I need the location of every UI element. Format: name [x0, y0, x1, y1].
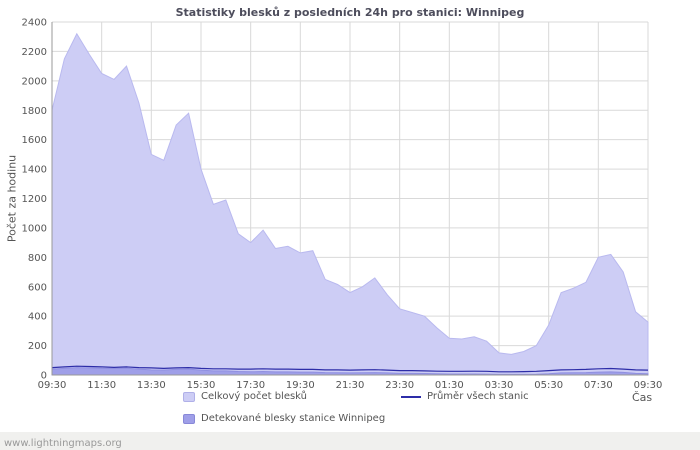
x-tick-label: 19:30 — [286, 380, 315, 391]
x-tick-label: 11:30 — [87, 380, 116, 391]
legend-label: Průměr všech stanic — [427, 391, 529, 402]
x-tick-label: 09:30 — [634, 380, 663, 391]
chart-title: Statistiky blesků z posledních 24h pro s… — [175, 6, 525, 19]
y-tick-label: 1000 — [22, 223, 47, 234]
y-tick-label: 1200 — [22, 194, 47, 205]
y-tick-label: 1800 — [22, 106, 47, 117]
x-tick-label: 09:30 — [38, 380, 67, 391]
area-series — [51, 367, 649, 376]
y-tick-label: 200 — [28, 341, 47, 352]
y-tick-label: 0 — [41, 371, 47, 382]
x-tick-label: 03:30 — [485, 380, 514, 391]
legend-item: Celkový počet blesků — [183, 391, 307, 402]
x-axis-label: Čas — [632, 391, 653, 404]
x-tick-label: 07:30 — [584, 380, 613, 391]
y-tick-label: 1400 — [22, 165, 47, 176]
legend-item: Průměr všech stanic — [401, 391, 529, 402]
line-series — [51, 365, 649, 373]
legend-item: Detekované blesky stanice Winnipeg — [183, 413, 385, 424]
y-tick-label: 2200 — [22, 47, 47, 58]
chart-legend: Celkový počet blesků Průměr všech stanic D… — [183, 391, 663, 433]
x-tick-label: 21:30 — [336, 380, 365, 391]
legend-area-swatch — [183, 413, 195, 424]
y-tick-label: 600 — [28, 282, 47, 293]
footer-bar: www.lightningmaps.org — [0, 432, 700, 450]
x-tick-label: 05:30 — [534, 380, 563, 391]
y-tick-label: 1600 — [22, 135, 47, 146]
y-tick-label: 2000 — [22, 76, 47, 87]
x-tick-label: 13:30 — [137, 380, 166, 391]
legend-label: Celkový počet blesků — [201, 391, 308, 402]
watermark-link[interactable]: www.lightningmaps.org — [4, 438, 122, 449]
x-tick-label: 17:30 — [236, 380, 265, 391]
x-tick-label: 15:30 — [187, 380, 216, 391]
x-tick-label: 23:30 — [385, 380, 414, 391]
x-tick-label: 01:30 — [435, 380, 464, 391]
area-series — [51, 32, 649, 376]
legend-area-swatch — [183, 391, 195, 402]
y-tick-label: 2400 — [22, 18, 47, 29]
legend-line-swatch — [401, 395, 421, 398]
legend-label: Detekované blesky stanice Winnipeg — [201, 413, 386, 424]
y-tick-label: 400 — [28, 312, 47, 323]
y-tick-label: 800 — [28, 253, 47, 264]
